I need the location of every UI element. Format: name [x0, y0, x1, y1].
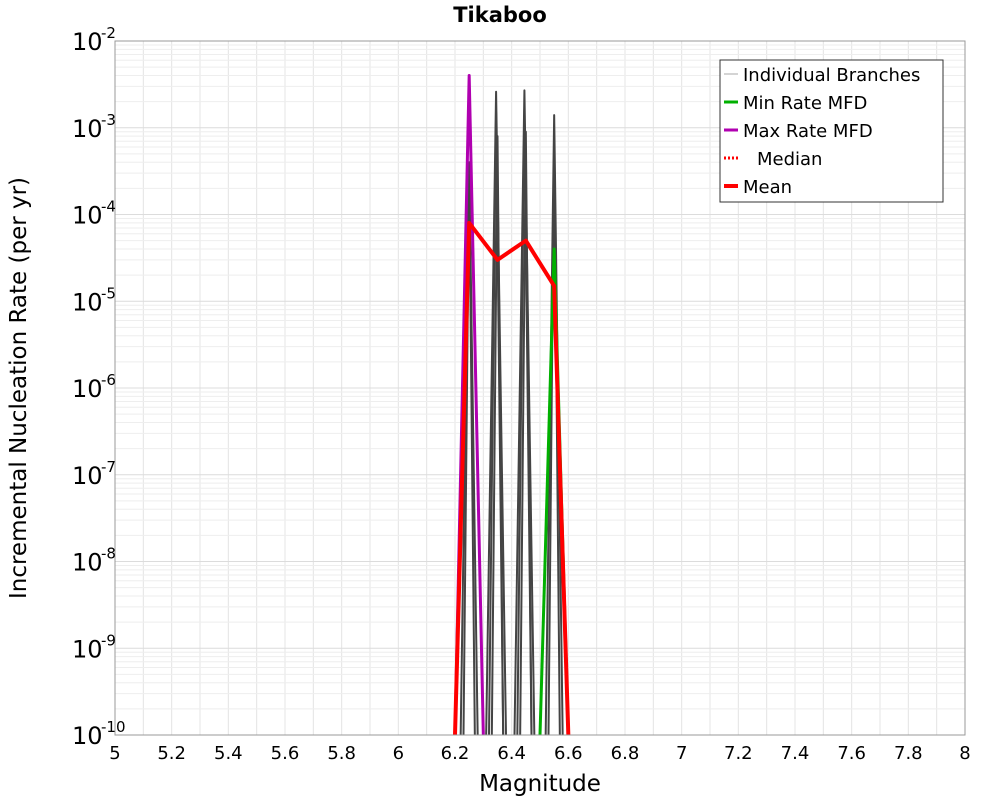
legend-box: [719, 59, 944, 203]
x-axis-ticks: 5 5.2 5.4 5.6 5.8 6 6.2 6.4 6.6 6.8 7 7.2 7.4 7.6 7.8 8: [109, 743, 970, 764]
y-tick-label: 10: [72, 288, 103, 316]
individual-branch-line: [459, 161, 479, 736]
y-tick-exponent: -7: [101, 458, 116, 476]
chart-title: Tikaboo: [453, 3, 547, 27]
y-tick-label: 10: [72, 115, 103, 143]
y-tick-label: 10: [72, 722, 103, 750]
legend-label: Max Rate MFD: [743, 121, 873, 142]
x-tick-label: 5: [109, 743, 120, 764]
x-tick-label: 5.6: [271, 743, 300, 764]
x-tick-label: 6.6: [554, 743, 583, 764]
x-tick-label: 5.8: [327, 743, 356, 764]
x-tick-label: 7.2: [724, 743, 753, 764]
y-tick-exponent: -2: [101, 24, 116, 42]
series-layer: [453, 74, 571, 736]
legend: Individual Branches Min Rate MFD Max Rate …: [719, 59, 944, 203]
x-tick-label: 6.4: [497, 743, 526, 764]
x-tick-label: 7.4: [781, 743, 810, 764]
x-tick-label: 5.4: [214, 743, 243, 764]
individual-branch-line: [485, 90, 507, 736]
individual-branch-line: [490, 135, 505, 736]
x-tick-label: 8: [959, 743, 970, 764]
x-tick-label: 6.8: [611, 743, 640, 764]
legend-label: Mean: [743, 177, 792, 198]
legend-label: Individual Branches: [743, 65, 920, 86]
x-tick-label: 6.2: [441, 743, 470, 764]
legend-label: Min Rate MFD: [743, 93, 867, 114]
x-tick-label: 7.8: [894, 743, 923, 764]
y-tick-label: 10: [72, 28, 103, 56]
individual-branch-line: [462, 172, 476, 736]
y-tick-exponent: -8: [101, 545, 116, 563]
legend-label: Median: [757, 149, 822, 170]
y-tick-exponent: -6: [101, 371, 116, 389]
y-tick-label: 10: [72, 202, 103, 230]
x-tick-label: 5.2: [157, 743, 186, 764]
x-axis-title: Magnitude: [479, 771, 601, 797]
x-tick-label: 7.6: [837, 743, 866, 764]
plot-frame: [114, 40, 966, 736]
y-tick-label: 10: [72, 375, 103, 403]
y-tick-label: 10: [72, 635, 103, 663]
y-tick-exponent: -3: [101, 111, 116, 129]
y-tick-exponent: -10: [101, 718, 126, 736]
grid: [114, 41, 966, 736]
individual-branch-line: [513, 89, 536, 736]
individual-branch-line: [547, 140, 561, 736]
y-axis-title: Incremental Nucleation Rate (per yr): [6, 177, 32, 599]
x-tick-label: 7: [676, 743, 687, 764]
y-tick-exponent: -5: [101, 284, 116, 302]
y-tick-label: 10: [72, 549, 103, 577]
mean-line: [453, 220, 571, 736]
y-tick-exponent: -4: [101, 198, 116, 216]
y-tick-exponent: -9: [101, 631, 116, 649]
x-tick-label: 6: [393, 743, 404, 764]
y-tick-label: 10: [72, 462, 103, 490]
individual-branch-line: [519, 130, 533, 736]
